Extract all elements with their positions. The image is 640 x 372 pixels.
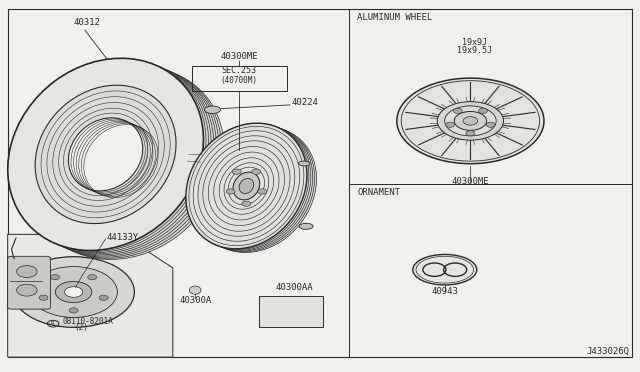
Text: (2): (2) [74,323,88,332]
Circle shape [99,295,108,300]
Circle shape [51,275,60,280]
Ellipse shape [299,223,313,229]
FancyBboxPatch shape [8,256,51,309]
Circle shape [445,122,454,127]
Text: 44133Y: 44133Y [107,233,139,242]
Circle shape [445,106,496,136]
Ellipse shape [8,58,204,250]
Ellipse shape [20,64,216,256]
Text: 40300A: 40300A [179,296,211,305]
Circle shape [454,112,486,130]
Ellipse shape [233,172,260,200]
Ellipse shape [28,67,224,259]
Circle shape [463,117,477,125]
Circle shape [69,308,78,313]
Text: 19x9.5J: 19x9.5J [458,46,492,55]
Ellipse shape [205,106,220,113]
Ellipse shape [68,118,143,191]
Ellipse shape [26,66,221,258]
Circle shape [30,267,117,317]
Circle shape [232,169,241,174]
Circle shape [479,108,488,113]
Bar [259,296,323,327]
Ellipse shape [186,123,307,249]
Ellipse shape [189,286,201,294]
Circle shape [13,257,134,327]
Circle shape [466,131,475,136]
Circle shape [17,266,37,278]
Text: 08110-8201A: 08110-8201A [62,317,113,326]
Text: 40943: 40943 [431,287,458,296]
Ellipse shape [35,85,176,224]
Circle shape [17,284,37,296]
Ellipse shape [413,254,477,285]
Circle shape [226,189,235,194]
Ellipse shape [191,125,313,251]
Text: ALUMINUM WHEEL: ALUMINUM WHEEL [357,13,433,22]
Ellipse shape [298,161,310,166]
Text: 40300ME: 40300ME [452,177,489,186]
Ellipse shape [188,124,309,250]
Ellipse shape [186,123,307,249]
Ellipse shape [195,127,317,253]
Polygon shape [8,234,173,357]
Ellipse shape [193,126,315,252]
Ellipse shape [239,179,253,193]
Text: (40700M): (40700M) [221,76,258,85]
Ellipse shape [8,58,204,250]
Circle shape [437,102,504,140]
Text: 40300ME: 40300ME [221,52,258,61]
Circle shape [397,78,544,164]
Circle shape [453,108,462,113]
Text: ORNAMENT: ORNAMENT [357,188,400,197]
Text: 19x9J: 19x9J [462,38,488,47]
Text: 40300AA: 40300AA [276,283,313,292]
Circle shape [65,287,83,297]
Text: J433026Q: J433026Q [586,347,629,356]
Circle shape [39,295,48,300]
Ellipse shape [10,60,206,251]
Ellipse shape [189,125,311,250]
Circle shape [252,169,260,174]
Circle shape [486,122,495,127]
Text: 40224: 40224 [291,98,318,107]
Ellipse shape [23,65,219,257]
Ellipse shape [13,61,209,253]
Circle shape [56,281,92,303]
Circle shape [258,189,267,194]
Ellipse shape [15,62,211,254]
Circle shape [242,201,251,206]
Text: 40312: 40312 [74,18,100,27]
Text: SEC.253: SEC.253 [222,66,257,75]
Bar [192,66,287,91]
Text: R: R [51,321,54,326]
Ellipse shape [18,63,214,255]
Circle shape [88,275,97,280]
